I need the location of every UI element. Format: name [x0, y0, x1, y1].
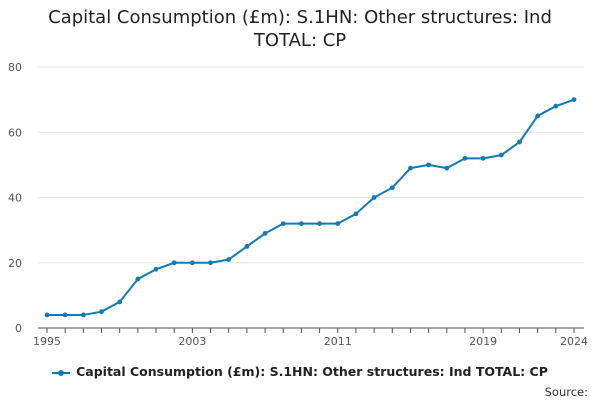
data-point-1999: [117, 299, 123, 305]
x-tick-label-2003: 2003: [178, 335, 206, 348]
x-tick-label-2024: 2024: [560, 335, 588, 348]
data-series[interactable]: [44, 97, 577, 318]
data-point-1996: [62, 312, 68, 318]
data-point-2007: [262, 230, 268, 236]
chart-title-line-1: Capital Consumption (£m): S.1HN: Other s…: [48, 7, 552, 28]
data-point-2002: [171, 260, 177, 266]
data-point-1997: [80, 312, 86, 318]
y-tick-label-60: 60: [8, 126, 22, 139]
data-point-2009: [299, 221, 304, 227]
data-point-2019: [480, 155, 486, 161]
data-point-2020: [498, 152, 504, 158]
y-tick-label-40: 40: [8, 192, 22, 205]
data-point-2010: [317, 221, 322, 227]
data-point-2003: [189, 260, 195, 266]
y-tick-label-0: 0: [15, 322, 22, 335]
y-axis: 0 20 40 60 80: [8, 61, 22, 335]
x-tick-label-2019: 2019: [469, 335, 497, 348]
y-tick-label-80: 80: [8, 61, 22, 74]
data-point-2024: [571, 97, 577, 103]
legend[interactable]: Capital Consumption (£m): S.1HN: Other s…: [0, 364, 600, 379]
data-point-2008: [280, 221, 286, 227]
data-point-2023: [553, 103, 559, 109]
series-line: [46, 98, 575, 316]
data-point-2018: [462, 155, 468, 161]
data-point-2005: [226, 257, 232, 262]
data-point-2022: [535, 113, 541, 119]
y-tick-label-20: 20: [8, 257, 22, 270]
legend-series-swatch: [52, 368, 71, 378]
data-point-2017: [444, 165, 450, 171]
data-point-2012: [353, 211, 359, 217]
data-point-2015: [408, 165, 413, 171]
data-point-2013: [371, 195, 377, 200]
x-tick-label-2011: 2011: [324, 335, 352, 348]
data-point-1998: [99, 309, 104, 315]
x-axis: [38, 327, 584, 333]
data-point-2006: [244, 244, 250, 249]
source-label: Source:: [544, 385, 588, 399]
data-point-2001: [153, 266, 159, 272]
legend-series-label: Capital Consumption (£m): S.1HN: Other s…: [76, 364, 548, 379]
data-point-2000: [135, 276, 141, 282]
chart-title: Capital Consumption (£m): S.1HN: Other s…: [0, 6, 600, 52]
data-point-2021: [517, 139, 522, 145]
x-axis-labels: 1995 2003 2011 2019 2024: [33, 335, 588, 348]
data-point-2016: [426, 162, 432, 168]
data-point-1995: [44, 312, 50, 318]
data-point-2004: [208, 260, 213, 266]
data-point-2011: [335, 221, 341, 227]
chart-title-line-2: TOTAL: CP: [253, 30, 347, 51]
data-point-2014: [389, 185, 395, 191]
x-tick-label-1995: 1995: [33, 335, 61, 348]
gridlines: [38, 66, 584, 264]
